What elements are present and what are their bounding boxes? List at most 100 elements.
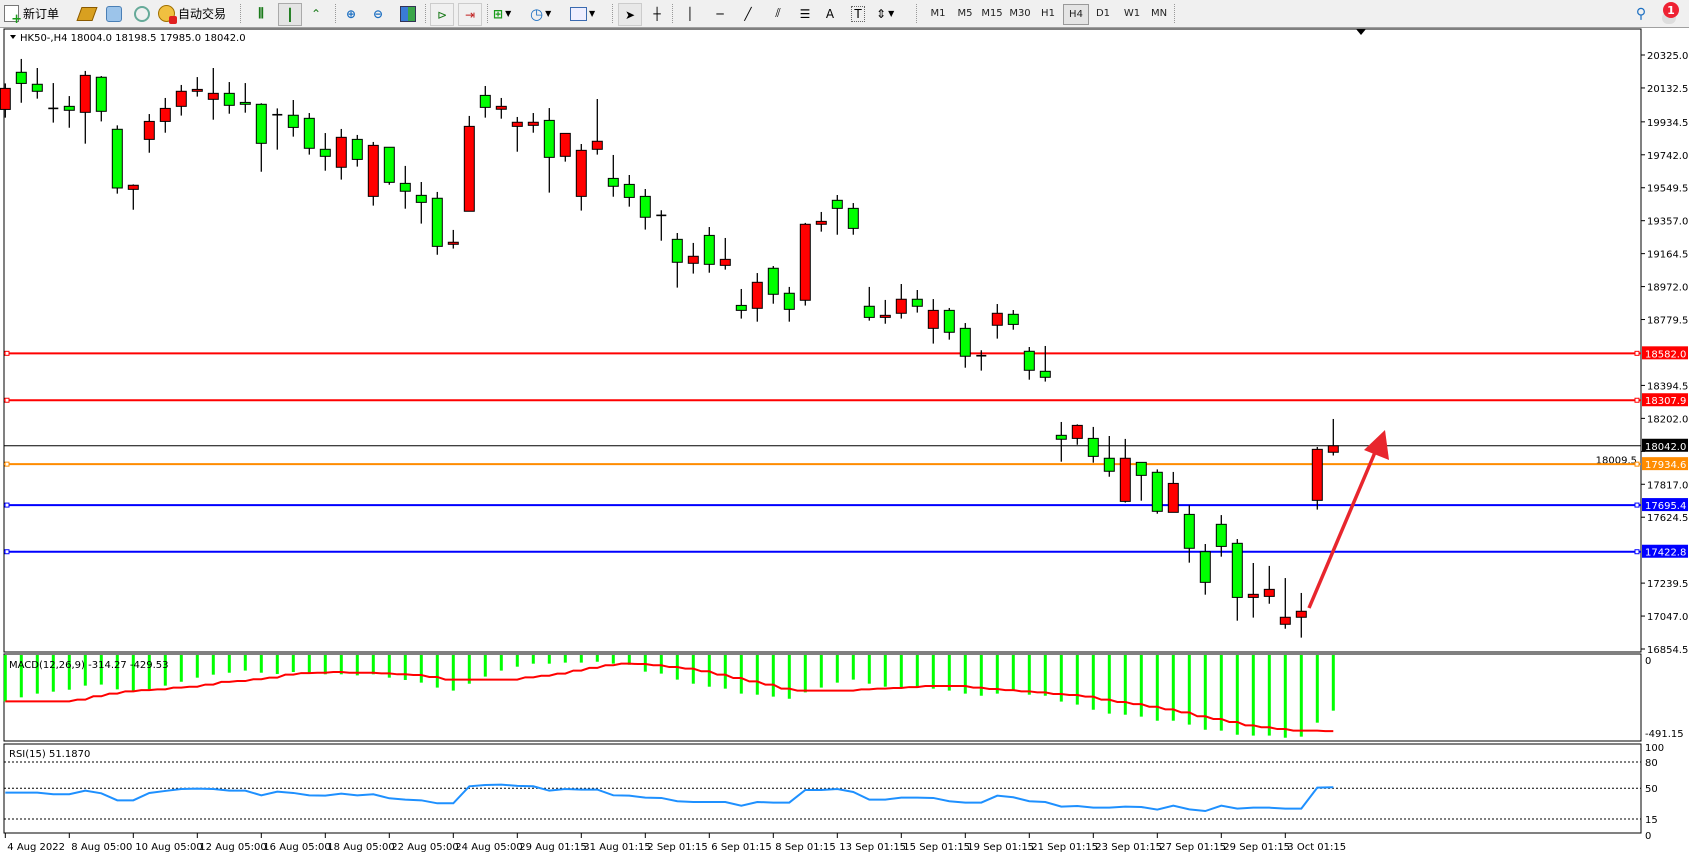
horizontal-line-icon: ─ <box>716 6 724 21</box>
candle <box>976 350 987 371</box>
cursor-button[interactable]: ➤ <box>618 3 642 26</box>
price-tick-label: 17047.0 <box>1647 612 1688 623</box>
collapse-triangle-icon[interactable] <box>10 35 16 39</box>
zoom-in-button[interactable]: ⊕ <box>340 3 362 24</box>
candle-body <box>1327 445 1339 453</box>
candle <box>863 286 875 321</box>
candle-body <box>1295 610 1307 618</box>
candle-body <box>479 94 491 108</box>
line-anchor-handle[interactable] <box>1634 502 1640 508</box>
zoom-out-button[interactable]: ⊖ <box>367 3 389 24</box>
notification-badge: 1 <box>1663 2 1679 18</box>
macd-histogram-bar <box>403 655 407 680</box>
price-tick-label: 19164.5 <box>1647 250 1688 261</box>
crosshair-icon: ┼ <box>653 6 661 21</box>
candle-body <box>127 184 139 190</box>
macd-histogram-bar <box>115 655 119 690</box>
time-tick-label: 2 Sep 01:15 <box>647 842 707 853</box>
market-watch-button[interactable] <box>76 3 98 24</box>
line-anchor-handle[interactable] <box>1634 549 1640 555</box>
vertical-line-button[interactable]: │ <box>679 3 701 24</box>
candlestick-button[interactable]: ┃ <box>278 3 302 26</box>
macd-histogram-bar <box>1123 655 1127 715</box>
candle <box>831 195 843 235</box>
timeframe-mn[interactable]: MN <box>1150 8 1168 19</box>
line-anchor-handle[interactable] <box>1634 350 1640 356</box>
text-button[interactable]: A <box>819 3 841 24</box>
macd-histogram-bar <box>83 655 87 686</box>
auto-trading-button[interactable]: 自动交易 <box>158 3 226 24</box>
line-anchor-handle[interactable] <box>1634 397 1640 403</box>
text-label-icon: T <box>851 5 865 22</box>
chart-shift-button[interactable]: ⊳ <box>430 3 454 26</box>
timeframe-m30[interactable]: M30 <box>1009 8 1031 19</box>
search-button[interactable]: ⚲ <box>1630 3 1652 24</box>
periods-button[interactable]: ◷ ▼ <box>530 3 551 24</box>
candle-body <box>1199 551 1211 583</box>
crosshair-button[interactable]: ┼ <box>646 3 668 24</box>
bar-chart-button[interactable]: ⫼ <box>250 3 272 24</box>
timeframe-m5[interactable]: M5 <box>957 8 973 19</box>
arrows-button[interactable]: ⇕ ▼ <box>876 3 894 24</box>
equidistant-channel-button[interactable]: ⫽ <box>767 3 789 24</box>
candle <box>1215 515 1227 557</box>
line-anchor-handle[interactable] <box>1634 461 1640 467</box>
macd-histogram-bar <box>195 655 199 678</box>
time-tick-label: 13 Sep 01:15 <box>839 842 906 853</box>
candle-body <box>1135 461 1147 476</box>
timeframe-w1[interactable]: W1 <box>1123 8 1141 19</box>
timeframe-m15[interactable]: M15 <box>981 8 1003 19</box>
macd-histogram-bar <box>1315 655 1319 723</box>
candle <box>159 97 171 133</box>
chart-shift-marker-icon[interactable] <box>1356 29 1366 35</box>
macd-histogram-bar <box>131 655 135 692</box>
signals-button[interactable] <box>131 3 153 24</box>
candle <box>479 85 491 118</box>
line-anchor-handle[interactable] <box>4 461 10 467</box>
candle-body <box>1231 542 1243 598</box>
candle <box>1039 345 1051 382</box>
candle-body <box>335 136 347 168</box>
candle-body <box>607 177 619 187</box>
templates-button[interactable]: ▼ <box>570 3 595 24</box>
horizontal-lines[interactable]: 18582.0 18307.9 17934.6 17695.4 17422.8 18042… <box>4 346 1688 559</box>
line-anchor-handle[interactable] <box>4 397 10 403</box>
line-anchor-handle[interactable] <box>4 350 10 356</box>
indicators-button[interactable]: ⊞ ▼ <box>493 3 511 24</box>
tile-windows-button[interactable] <box>397 3 419 24</box>
time-tick-label: 27 Sep 01:15 <box>1159 842 1226 853</box>
candle <box>895 284 907 319</box>
line-chart-button[interactable]: ⌃ <box>305 3 327 24</box>
candle-body <box>1055 434 1067 440</box>
trend-arrow[interactable] <box>1307 430 1389 609</box>
timeframe-m1[interactable]: M1 <box>930 8 946 19</box>
timeframe-d1[interactable]: D1 <box>1095 8 1111 19</box>
candle-body <box>527 121 539 126</box>
bar-chart-icon: ⫼ <box>258 6 264 20</box>
line-anchor-handle[interactable] <box>4 549 10 555</box>
candle-body <box>447 241 459 245</box>
fibonacci-button[interactable]: ☰ <box>794 3 816 24</box>
new-order-button[interactable]: + 新订单 <box>4 3 59 26</box>
trendline-button[interactable]: ╱ <box>737 3 759 24</box>
candle-body <box>239 101 251 105</box>
text-label-button[interactable]: T <box>847 3 869 24</box>
autoscroll-button[interactable]: ⇥ <box>458 3 482 26</box>
candle-body <box>719 258 731 266</box>
price-tick-label: 19934.5 <box>1647 118 1688 129</box>
cloud-button[interactable] <box>103 3 125 24</box>
candle <box>703 227 715 273</box>
timeframe-h1[interactable]: H1 <box>1041 8 1055 19</box>
line-anchor-handle[interactable] <box>4 502 10 508</box>
time-tick-label: 6 Sep 01:15 <box>711 842 771 853</box>
macd-histogram-bar <box>291 655 295 673</box>
chart-window[interactable]: 20325.0 20132.5 19934.5 19742.0 19549.5 19357… <box>0 28 1689 856</box>
candle-body <box>687 255 699 264</box>
candle-body <box>319 148 331 157</box>
macd-histogram-bar <box>563 655 567 663</box>
horizontal-line-button[interactable]: ─ <box>709 3 731 24</box>
time-tick-label: 23 Sep 01:15 <box>1095 842 1162 853</box>
timeframe-h4[interactable]: H4 <box>1063 4 1089 25</box>
price-level-label: 18582.0 <box>1645 349 1686 360</box>
candle <box>127 184 139 210</box>
